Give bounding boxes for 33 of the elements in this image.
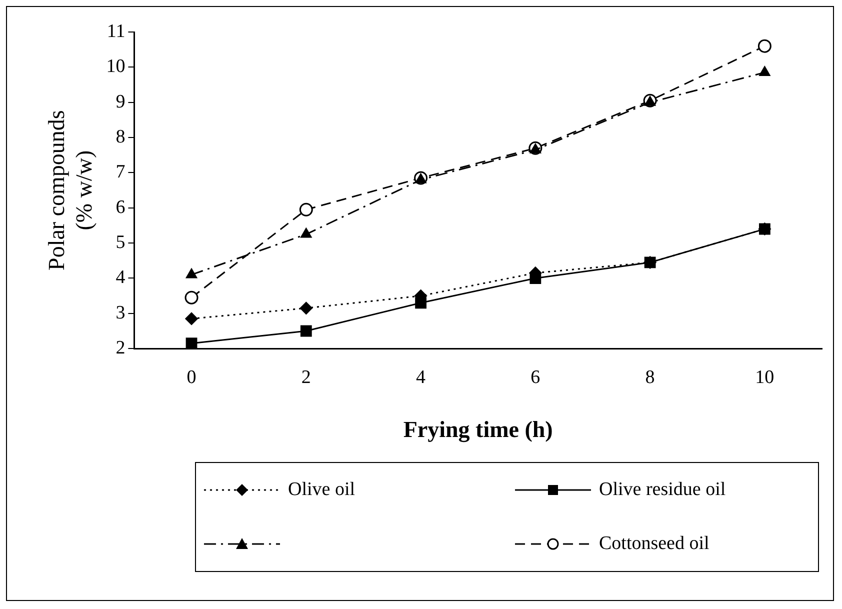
y-tick-label: 10	[106, 56, 126, 78]
y-tick-label: 5	[116, 232, 126, 254]
x-tick-label: 10	[755, 366, 774, 388]
point	[186, 268, 198, 278]
legend-label: Olive residue oil	[599, 479, 726, 501]
point	[299, 202, 313, 216]
point	[185, 312, 198, 325]
x-axis-title: Frying time (h)	[403, 417, 553, 444]
point	[300, 228, 312, 238]
y-axis-title: Polar compounds (% w/w)	[44, 110, 96, 270]
point	[186, 338, 198, 349]
y-tick-label: 2	[116, 338, 126, 359]
x-tick-label: 6	[530, 366, 540, 388]
point	[758, 39, 772, 53]
point	[300, 325, 312, 337]
point	[759, 66, 770, 76]
legend-label: Olive oil	[288, 479, 356, 501]
x-tick-label: 2	[301, 366, 311, 388]
x-tick-label: 0	[186, 366, 196, 388]
point	[184, 290, 198, 304]
x-tick-label: 4	[416, 366, 426, 388]
point	[644, 96, 656, 106]
y-tick-label: 6	[116, 196, 126, 218]
legend-label: Cottonseed oil	[599, 533, 710, 555]
x-tick-label: 8	[645, 366, 655, 388]
y-tick-label: 11	[106, 20, 126, 42]
y-tick-label: 7	[116, 162, 126, 183]
point	[530, 144, 541, 154]
point	[300, 302, 312, 314]
y-tick-label: 9	[116, 91, 126, 112]
y-tick-label: 8	[116, 126, 126, 148]
y-tick-label: 3	[116, 302, 126, 324]
y-tick-label: 4	[116, 267, 126, 288]
